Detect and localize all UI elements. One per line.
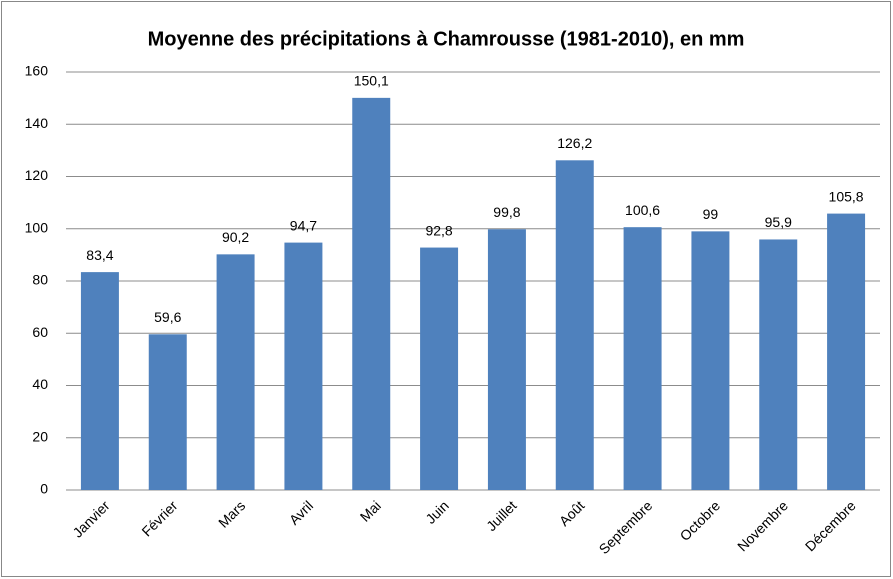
data-label: 95,9 [765,214,792,230]
data-label: 94,7 [290,217,317,233]
y-tick-label: 160 [25,63,49,79]
data-label: 105,8 [829,188,864,204]
data-label: 150,1 [354,73,389,89]
data-label: 83,4 [86,247,113,263]
data-label: 59,6 [154,309,181,325]
data-label: 99 [703,206,719,222]
data-label: 99,8 [493,204,520,220]
y-tick-label: 100 [25,219,49,235]
y-tick-label: 120 [25,167,49,183]
bar [420,247,459,490]
bar [148,334,187,490]
y-tick-label: 40 [32,376,48,392]
data-label: 90,2 [222,229,249,245]
bar [623,227,662,490]
bar [216,254,255,490]
y-tick-label: 20 [32,428,48,444]
bar [555,160,594,491]
y-tick-label: 140 [25,115,49,131]
bar [759,239,798,490]
bar [691,231,730,491]
data-label: 100,6 [625,202,660,218]
data-label: 92,8 [425,222,452,238]
bar [352,97,391,491]
y-tick-label: 80 [32,272,48,288]
bar [284,242,323,490]
bar [827,213,866,490]
bar [487,229,526,490]
y-tick-label: 0 [40,481,48,497]
y-tick-label: 60 [32,324,48,340]
chart-title: Moyenne des précipitations à Chamrousse … [148,28,745,50]
data-label: 126,2 [557,135,592,151]
bar [80,272,119,490]
